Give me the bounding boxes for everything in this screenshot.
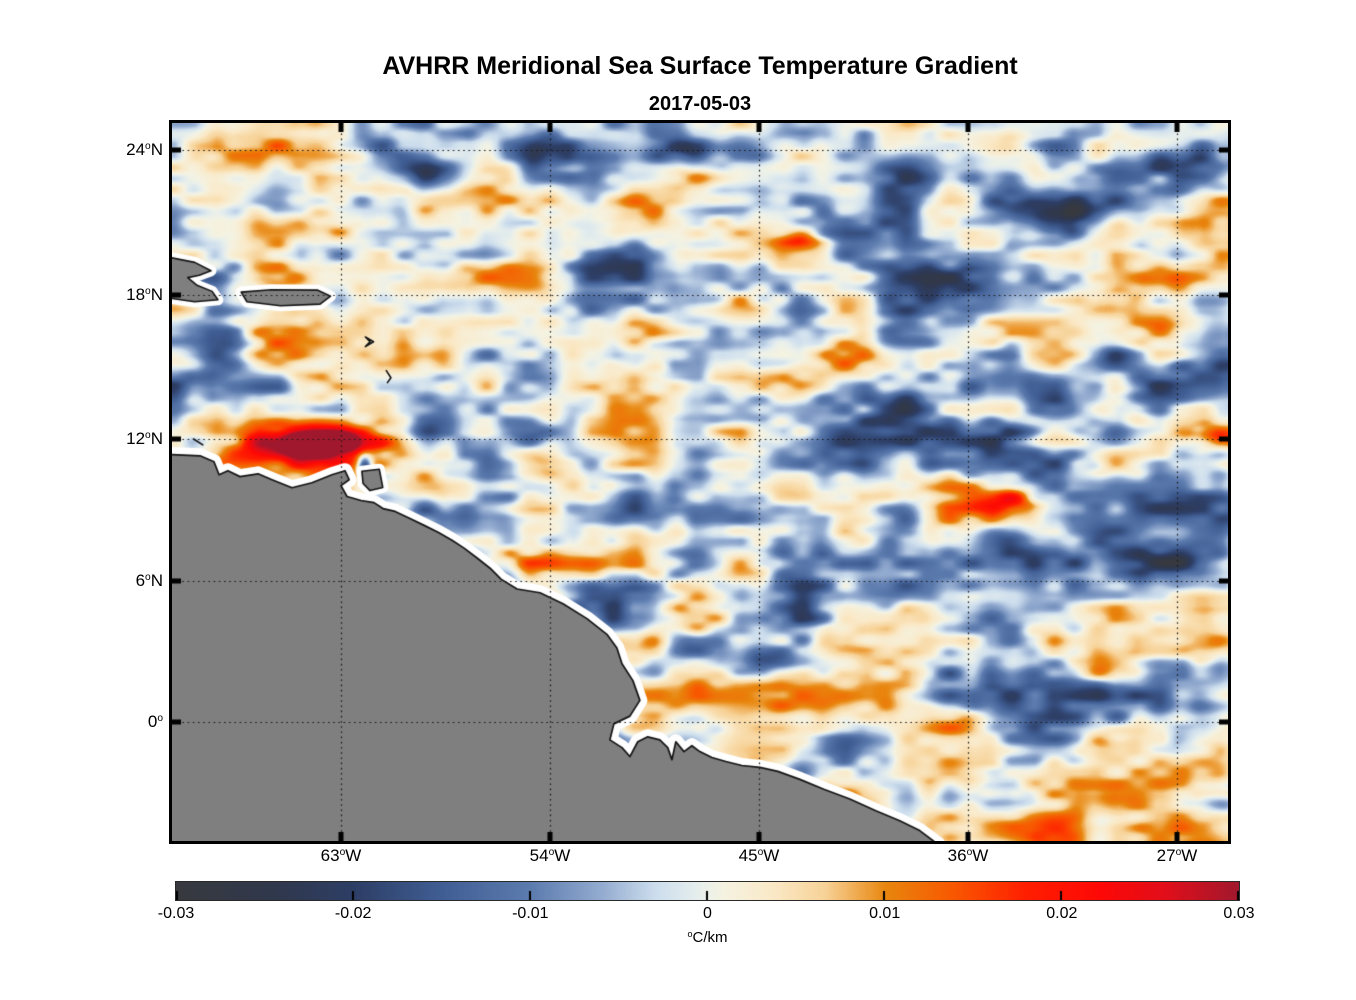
y-tick-label: 6oN (135, 571, 163, 590)
x-tick-label: 27oW (1156, 846, 1198, 865)
colorbar (175, 881, 1240, 901)
x-tick-label: 36oW (947, 846, 989, 865)
colorbar-tick-label: 0.01 (869, 905, 901, 922)
sst-gradient-map-canvas (172, 123, 1228, 841)
chart-subtitle: 2017-05-03 (648, 93, 752, 115)
colorbar-tick-label: 0 (703, 905, 712, 922)
y-tick-label: 18oN (126, 285, 163, 304)
colorbar-tick-label: -0.02 (334, 905, 372, 922)
y-tick-label: 24oN (126, 140, 163, 159)
chart-title: AVHRR Meridional Sea Surface Temperature… (382, 52, 1018, 80)
x-tick-label: 63oW (320, 846, 362, 865)
y-tick-label: 0o (147, 712, 163, 731)
x-tick-label: 54oW (529, 846, 571, 865)
colorbar-tick-label: 0.02 (1046, 905, 1078, 922)
map-plot-area (169, 120, 1231, 844)
colorbar-unit-label: oC/km (687, 929, 728, 946)
colorbar-tick-label: -0.03 (157, 905, 195, 922)
y-tick-label: 12oN (126, 429, 163, 448)
colorbar-tick-label: -0.01 (512, 905, 549, 922)
colorbar-tick-label: 0.03 (1223, 905, 1255, 922)
x-tick-label: 45oW (738, 846, 780, 865)
